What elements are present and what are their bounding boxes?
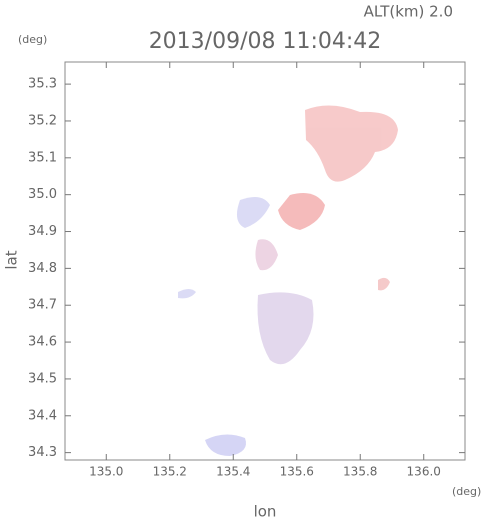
- y-tick-label: 34.6: [28, 335, 57, 350]
- chart-title: 2013/09/08 11:04:42: [149, 29, 382, 54]
- echo-positive: [378, 277, 390, 291]
- echo-mixed: [255, 239, 278, 271]
- x-axis-label: lon: [254, 503, 277, 521]
- x-tick-label: 135.6: [280, 465, 314, 479]
- altitude-label: ALT(km) 2.0: [364, 3, 453, 21]
- echo-positive: [305, 105, 398, 182]
- y-tick-label: 34.4: [28, 408, 57, 423]
- y-tick-label: 34.9: [28, 224, 57, 239]
- y-tick-label: 35.0: [28, 187, 57, 202]
- echo-mixed: [257, 292, 314, 365]
- echo-negative: [178, 289, 196, 299]
- y-tick-label: 35.1: [28, 150, 57, 165]
- y-tick-label: 35.2: [28, 113, 57, 128]
- y-tick-label: 34.5: [28, 371, 57, 386]
- x-tick-label: 135.8: [343, 465, 377, 479]
- echo-negative: [205, 434, 246, 456]
- x-tick-label: 135.0: [89, 465, 123, 479]
- y-tick-label: 34.7: [28, 298, 57, 313]
- plot-frame: [64, 61, 466, 461]
- y-tick-label: 35.3: [28, 77, 57, 92]
- y-unit: (deg): [18, 33, 47, 46]
- x-tick-label: 136.0: [407, 465, 441, 479]
- y-axis-label: lat: [3, 250, 21, 269]
- echo-negative: [236, 196, 270, 228]
- y-tick-label: 34.8: [28, 261, 57, 276]
- x-tick-label: 135.2: [153, 465, 187, 479]
- x-unit: (deg): [452, 485, 481, 498]
- echo-regions: [178, 105, 398, 456]
- y-tick-label: 34.3: [28, 445, 57, 460]
- echo-positive: [278, 192, 325, 230]
- x-tick-label: 135.4: [216, 465, 250, 479]
